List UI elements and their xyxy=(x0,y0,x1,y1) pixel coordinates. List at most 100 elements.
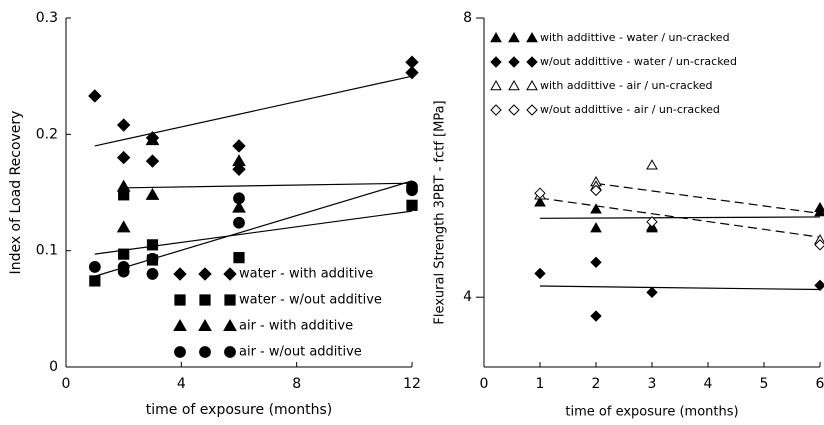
legend-label: with addittive - water / un-cracked xyxy=(540,31,730,44)
trend-line xyxy=(539,197,821,238)
marker-triangle xyxy=(116,179,131,192)
marker-diamond xyxy=(145,154,160,168)
x-axis-label: time of exposure (months) xyxy=(565,405,738,420)
marker-triangle xyxy=(145,133,160,146)
legend-marker xyxy=(198,318,212,331)
marker-triangle xyxy=(145,187,160,200)
trend-line xyxy=(123,182,413,189)
marker-diamond xyxy=(590,256,602,269)
legend-marker xyxy=(490,31,502,43)
trend-line xyxy=(94,210,413,255)
legend-label: water - w/out additive xyxy=(239,293,382,308)
marker-circle xyxy=(233,216,245,229)
y-axis-label: Index of Load Recovery xyxy=(8,111,24,275)
marker-triangle xyxy=(590,222,602,233)
marker-diamond xyxy=(590,310,602,322)
marker-triangle xyxy=(116,220,131,233)
marker-circle xyxy=(146,252,159,265)
legend-marker xyxy=(174,294,186,306)
marker-square xyxy=(406,199,418,211)
legend-marker xyxy=(199,346,211,358)
x-axis-label: time of exposure (months) xyxy=(146,402,332,418)
marker-diamond xyxy=(88,89,102,103)
marker-circle xyxy=(406,180,418,193)
marker-triangle xyxy=(814,206,824,217)
marker-circle xyxy=(146,268,159,280)
legend-label: w/out addittive - air / un-cracked xyxy=(540,103,720,116)
marker-square xyxy=(118,248,130,260)
legend-marker xyxy=(490,104,502,116)
legend-marker xyxy=(490,79,502,91)
x-tick-label: 8 xyxy=(292,376,301,392)
legend-marker xyxy=(223,267,237,281)
marker-diamond xyxy=(646,216,658,228)
legend-marker xyxy=(199,294,211,306)
legend-marker xyxy=(526,104,538,116)
marker-diamond xyxy=(814,239,824,251)
legend-label: w/out addittive - water / un-cracked xyxy=(540,55,737,68)
legend-marker xyxy=(198,267,212,281)
y-tick-label: 0 xyxy=(49,359,58,375)
y-axis-label: Flexural Strength 3PBT - fctf [MPa] xyxy=(433,100,448,324)
y-tick-label: 0.1 xyxy=(36,243,58,259)
y-tick-label: 8 xyxy=(463,10,472,26)
x-tick-label: 0 xyxy=(480,376,489,392)
x-tick-label: 5 xyxy=(760,376,769,392)
legend-marker xyxy=(508,31,520,43)
trend-line xyxy=(595,182,821,215)
marker-circle xyxy=(117,265,130,278)
marker-diamond xyxy=(814,279,824,292)
legend-marker xyxy=(223,318,237,331)
marker-diamond xyxy=(232,139,246,153)
trend-line xyxy=(94,75,413,147)
marker-triangle xyxy=(232,200,246,213)
x-tick-label: 4 xyxy=(177,376,186,392)
trend-line xyxy=(539,285,821,291)
legend-marker xyxy=(174,346,186,358)
marker-circle xyxy=(88,261,101,273)
y-tick-label: 0.3 xyxy=(36,10,58,26)
legend-marker xyxy=(508,104,520,116)
marker-diamond xyxy=(116,150,131,165)
legend-marker xyxy=(173,318,187,331)
marker-triangle xyxy=(590,203,602,214)
marker-triangle xyxy=(646,159,658,170)
legend-marker xyxy=(526,79,538,91)
marker-diamond xyxy=(590,184,602,197)
x-tick-label: 0 xyxy=(62,376,71,392)
marker-triangle xyxy=(534,196,546,207)
legend-marker xyxy=(526,56,538,68)
marker-diamond xyxy=(534,187,546,199)
marker-diamond xyxy=(232,162,246,176)
marker-diamond xyxy=(116,118,131,132)
legend-marker xyxy=(224,346,236,358)
marker-square xyxy=(89,275,101,287)
legend-marker xyxy=(224,294,236,306)
y-tick-label: 4 xyxy=(463,289,472,305)
marker-square xyxy=(146,239,159,251)
x-tick-label: 2 xyxy=(592,376,601,392)
marker-triangle xyxy=(232,154,246,167)
legend-marker xyxy=(490,56,502,68)
legend-label: air - with additive xyxy=(239,319,353,334)
y-tick-label: 0.2 xyxy=(36,126,58,142)
marker-diamond xyxy=(646,286,658,299)
marker-diamond xyxy=(534,267,546,280)
marker-circle xyxy=(233,192,245,205)
marker-diamond xyxy=(405,65,419,80)
x-tick-label: 3 xyxy=(648,376,657,392)
legend-marker xyxy=(508,56,520,68)
x-tick-label: 1 xyxy=(536,376,545,392)
trend-line xyxy=(94,180,413,277)
x-tick-label: 12 xyxy=(403,376,421,392)
marker-square xyxy=(233,252,245,264)
x-tick-label: 6 xyxy=(816,376,824,392)
legend-label: water - with additive xyxy=(239,267,373,282)
x-tick-label: 4 xyxy=(704,376,713,392)
legend-marker xyxy=(526,31,538,43)
legend-label: air - w/out additive xyxy=(239,345,362,360)
legend-label: with addittive - air / un-cracked xyxy=(540,79,713,92)
legend-marker xyxy=(173,267,187,281)
